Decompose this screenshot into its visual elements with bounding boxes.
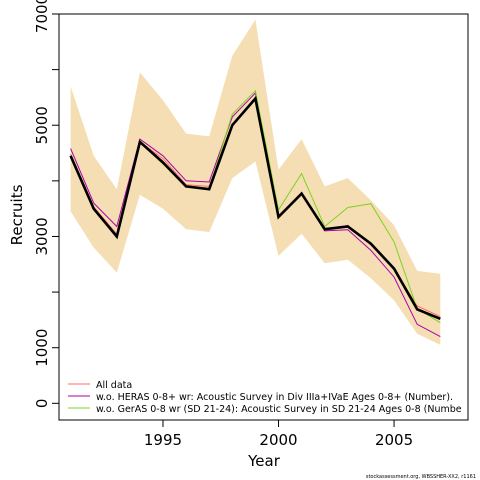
legend-label-3: w.o. GerAS 0-8 wr (SD 21-24): Acoustic S…: [96, 404, 462, 415]
confidence-band: [70, 19, 441, 345]
legend-label-2: w.o. HERAS 0-8+ wr: Acoustic Survey in D…: [96, 392, 453, 403]
legend-label-1: All data: [96, 380, 132, 391]
axes-layer: 1995 2000 2005 0 1000 3000 5000 7000: [33, 0, 469, 449]
y-tick-label: 1000: [33, 329, 51, 367]
estimate-line: [69, 95, 441, 321]
x-tick-label: 1995: [144, 431, 182, 449]
plot-frame: [58, 13, 469, 421]
y-tick-label: 3000: [33, 217, 51, 255]
y-tick-label: 0: [33, 399, 51, 409]
series-layer: [69, 89, 441, 338]
y-tick-label: 7000: [33, 0, 51, 33]
x-tick-label: 2000: [259, 431, 297, 449]
x-axis-label: Year: [247, 452, 281, 470]
y-tick-label: 5000: [33, 106, 51, 144]
y-axis-label: Recruits: [8, 184, 26, 245]
footer-credit: stockassessment.org, WBSSHER-XX2, r1161: [366, 474, 476, 480]
x-tick-label: 2005: [375, 431, 413, 449]
confidence-band-layer: [70, 19, 441, 345]
